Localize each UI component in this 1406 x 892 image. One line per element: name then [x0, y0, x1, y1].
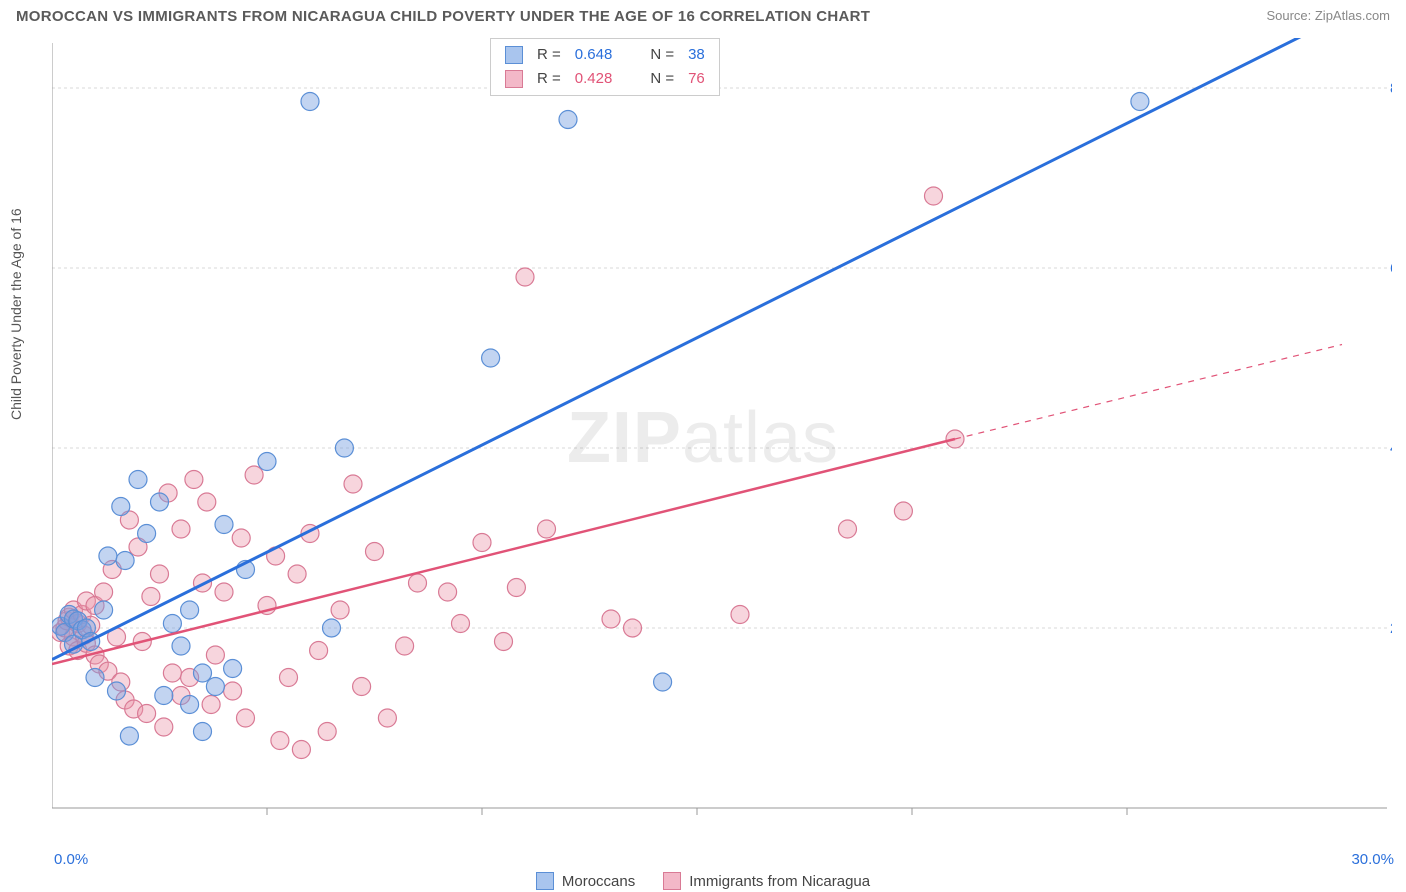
chart-title: MOROCCAN VS IMMIGRANTS FROM NICARAGUA CH… [16, 8, 870, 25]
swatch-moroccans [505, 46, 523, 64]
y-axis-label: Child Poverty Under the Age of 16 [8, 208, 24, 420]
legend-label-moroccans: Moroccans [562, 873, 635, 890]
svg-text:40.0%: 40.0% [1390, 440, 1392, 457]
r-value-nicaragua: 0.428 [575, 67, 613, 91]
r-value-moroccans: 0.648 [575, 43, 613, 67]
series-legend: Moroccans Immigrants from Nicaragua [0, 872, 1406, 890]
n-value-moroccans: 38 [688, 43, 705, 67]
stats-row-nicaragua: R = 0.428 N = 76 [505, 67, 705, 91]
r-label: R = [537, 43, 561, 67]
n-value-nicaragua: 76 [688, 67, 705, 91]
legend-swatch-nicaragua [663, 872, 681, 890]
n-label: N = [650, 43, 674, 67]
x-axis-max-label: 30.0% [1351, 851, 1394, 868]
svg-text:20.0%: 20.0% [1390, 620, 1392, 637]
svg-text:80.0%: 80.0% [1390, 80, 1392, 97]
legend-item-moroccans: Moroccans [536, 872, 635, 890]
x-axis-min-label: 0.0% [54, 851, 88, 868]
legend-swatch-moroccans [536, 872, 554, 890]
legend-label-nicaragua: Immigrants from Nicaragua [689, 873, 870, 890]
scatter-chart: 20.0% 40.0% 60.0% 80.0% [52, 38, 1392, 828]
chart-svg: 20.0% 40.0% 60.0% 80.0% [52, 38, 1392, 828]
correlation-stats-box: R = 0.648 N = 38 R = 0.428 N = 76 [490, 38, 720, 96]
swatch-nicaragua [505, 70, 523, 88]
legend-item-nicaragua: Immigrants from Nicaragua [663, 872, 870, 890]
source-attribution: Source: ZipAtlas.com [1266, 8, 1390, 23]
stats-row-moroccans: R = 0.648 N = 38 [505, 43, 705, 67]
svg-text:60.0%: 60.0% [1390, 260, 1392, 277]
n-label: N = [650, 67, 674, 91]
r-label: R = [537, 67, 561, 91]
